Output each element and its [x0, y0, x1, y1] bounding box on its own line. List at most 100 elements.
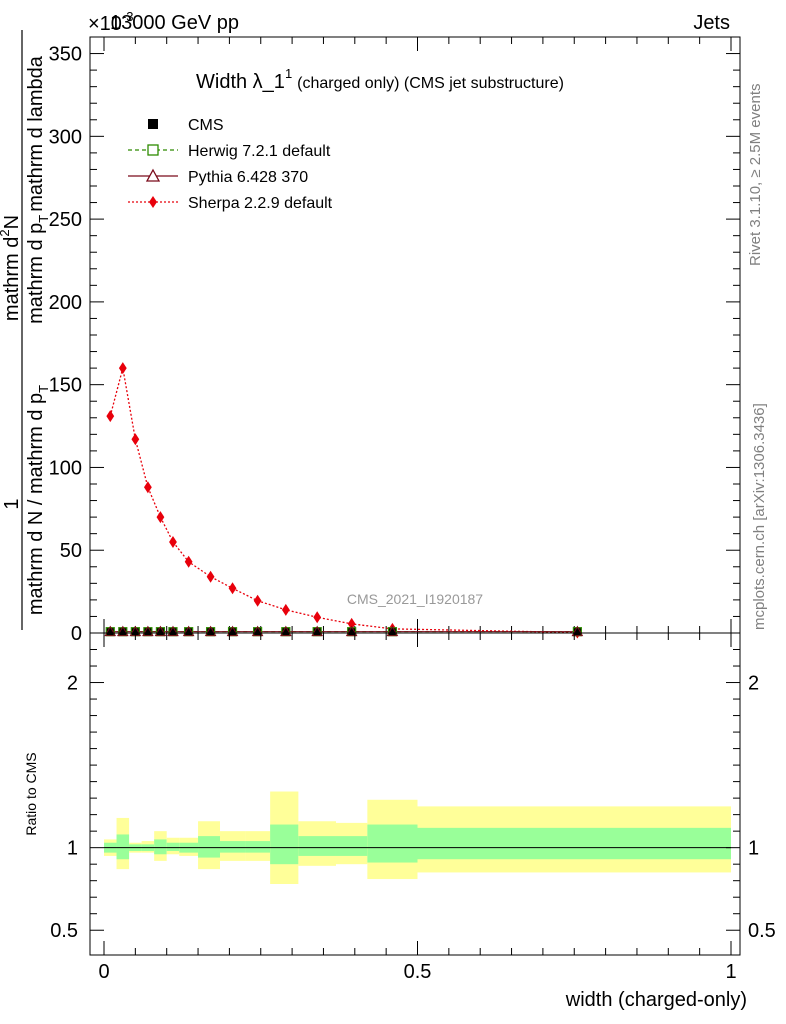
plot-title: Width λ_11(charged only) (CMS jet substr…: [196, 66, 564, 93]
pythia-point: [142, 625, 154, 637]
legend-item: Herwig 7.2.1 default: [128, 143, 331, 160]
cms-point: [253, 627, 262, 636]
ratio-frame: [89, 632, 741, 956]
sherpa-point: [228, 582, 237, 595]
sherpa-point: [313, 611, 322, 624]
ratio-band-inner: [335, 836, 368, 856]
ratio-band-inner: [298, 836, 336, 856]
ratio-ticks: [90, 633, 740, 955]
legend-label: Herwig 7.2.1 default: [188, 143, 331, 160]
ratio-band-inner: [367, 824, 418, 863]
ratio-tick-label: 2: [67, 673, 78, 695]
ratio-band-inner: [417, 827, 731, 860]
ratio-panel: 0.5 0.51 12 2 0 0.5 1: [50, 632, 776, 983]
cms-point: [118, 627, 127, 636]
pythia-point: [116, 625, 129, 637]
y-tick-label: 0: [71, 623, 82, 645]
sherpa-point: [131, 433, 140, 446]
y-tick-label: 50: [60, 540, 82, 562]
pythia-point: [571, 625, 584, 637]
legend-marker: [145, 168, 161, 182]
y-tick-label: 300: [49, 126, 82, 148]
cms-point: [206, 627, 215, 636]
x-tick-label: 0: [98, 961, 109, 983]
flat-series: [104, 625, 584, 637]
exponent-label: ×10-3: [88, 9, 134, 35]
x-axis-label: width (charged-only): [565, 989, 747, 1011]
ylabel-denominator-right: mathrm d pTmathrm d lambda: [25, 55, 51, 324]
legend: CMS Herwig 7.2.1 default Pythia 6.428 370 S…: [128, 117, 333, 212]
cms-point: [106, 627, 115, 636]
y-tick-label: 200: [49, 292, 82, 314]
sherpa-point: [253, 594, 262, 607]
legend-marker: [148, 119, 158, 129]
pythia-point: [154, 625, 167, 637]
sherpa-line: [109, 367, 578, 634]
y-tick-label: 150: [49, 375, 82, 397]
analysis-watermark: CMS_2021_I1920187: [347, 591, 483, 607]
ratio-tick-label: 0.5: [50, 920, 78, 942]
main-ylabel: 1 mathrm d2N mathrm d N / mathrm d pT ma…: [0, 30, 51, 630]
y-tick-label: 100: [49, 457, 82, 479]
ratio-band-inner: [219, 841, 246, 853]
mcplots-label: mcplots.cern.ch [arXiv:1306.3436]: [751, 403, 768, 630]
main-tick-labels: 0 50 100 150 200 250 300 350: [49, 44, 82, 645]
legend-label: Sherpa 2.2.9 default: [188, 195, 333, 212]
ratio-tick-labels: 0.5 0.5 1 1 2 2: [50, 673, 776, 943]
pythia-point: [311, 625, 324, 637]
sherpa-point: [206, 570, 215, 583]
ratio-band-inner: [154, 839, 167, 855]
pythia-point: [167, 625, 179, 637]
cms-point: [184, 627, 193, 636]
pythia-point: [182, 625, 195, 637]
ylabel-one: 1: [1, 498, 23, 509]
sherpa-point: [281, 603, 290, 616]
sherpa-point: [118, 362, 127, 375]
ratio-bands: [104, 791, 731, 884]
ratio-tick-label-right: 1: [748, 838, 759, 860]
rivet-label: Rivet 3.1.10, ≥ 2.5M events: [747, 84, 764, 267]
ylabel-denominator: mathrm d N / mathrm d pT: [25, 385, 51, 615]
ratio-band-inner: [198, 836, 220, 858]
ratio-band-inner: [166, 842, 180, 851]
pythia-point: [251, 625, 264, 637]
pythia-point: [104, 625, 117, 637]
legend-marker: [147, 144, 159, 156]
x-tick-label: 0.5: [404, 961, 432, 983]
cms-point: [313, 627, 322, 636]
cms-point: [281, 627, 290, 636]
y-tick-label: 250: [49, 209, 82, 231]
energy-label: 13000 GeV pp: [110, 12, 239, 34]
x-tick-label: 1: [725, 961, 736, 983]
legend-item: Sherpa 2.2.9 default: [128, 195, 333, 212]
x-tick-labels: 0 0.5 1: [98, 961, 736, 983]
cms-point: [143, 627, 152, 636]
ratio-tick-label-right: 0.5: [748, 920, 776, 942]
ratio-tick-label-right: 2: [748, 673, 759, 695]
cms-point: [156, 627, 165, 636]
cms-point: [573, 627, 582, 636]
legend-item: Pythia 6.428 370: [128, 168, 308, 186]
legend-label: CMS: [188, 117, 224, 134]
pythia-point: [386, 625, 399, 637]
cms-point: [228, 627, 237, 636]
sherpa-point: [347, 617, 356, 630]
ylabel-numerator: mathrm d2N: [0, 215, 23, 321]
process-label: Jets: [693, 12, 730, 34]
y-tick-label: 350: [49, 44, 82, 66]
cms-point: [168, 627, 177, 636]
cms-point: [388, 627, 397, 636]
ratio-ylabel: Ratio to CMS: [23, 752, 39, 835]
ratio-tick-label: 1: [67, 838, 78, 860]
sherpa-series: [106, 362, 582, 639]
sherpa-point: [156, 511, 165, 524]
ratio-band-inner: [245, 841, 271, 853]
sherpa-point: [106, 410, 115, 423]
ratio-band-inner: [116, 834, 130, 860]
pythia-point: [226, 625, 239, 637]
legend-marker: [149, 196, 157, 208]
legend-label: Pythia 6.428 370: [188, 169, 308, 186]
main-panel: 0 50 100 150 200 250 300 350: [49, 36, 741, 645]
sherpa-point: [143, 481, 152, 494]
